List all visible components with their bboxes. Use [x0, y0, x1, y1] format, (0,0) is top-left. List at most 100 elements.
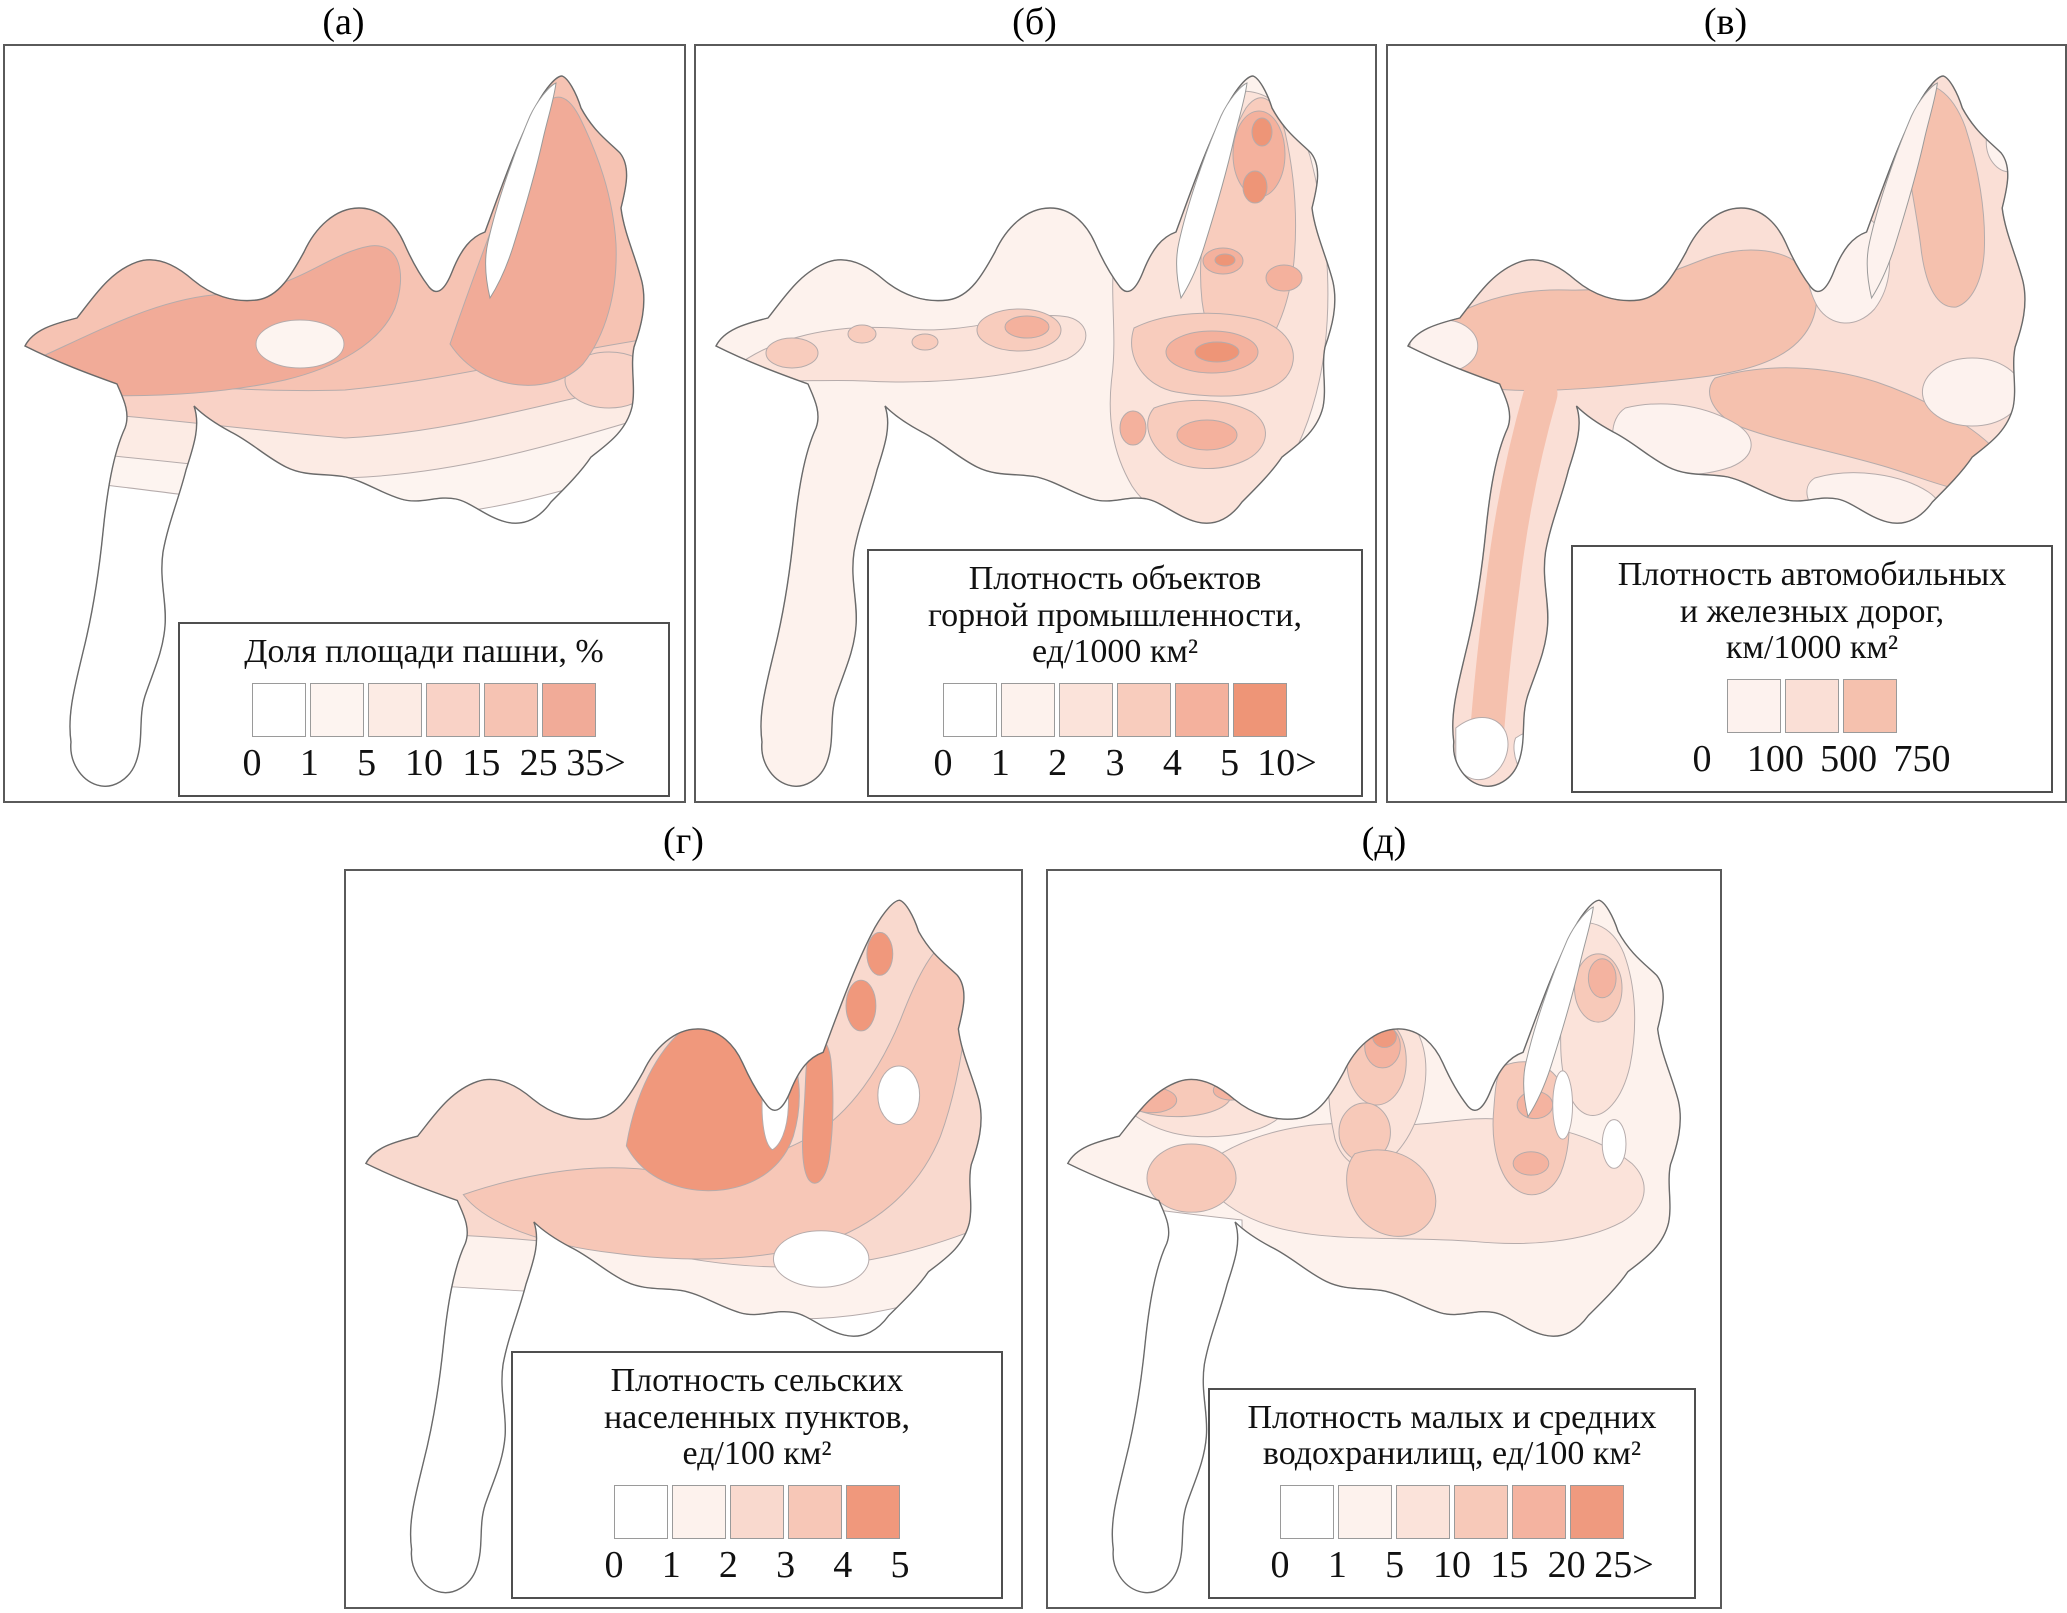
legend-swatch — [310, 683, 364, 737]
legend-swatch — [426, 683, 480, 737]
legend-tick: 0 — [1270, 1544, 1290, 1586]
legend-tick: 1 — [990, 742, 1010, 784]
legend-tick: 4 — [833, 1544, 853, 1586]
panel-reservoirs: (д) — [1046, 813, 1722, 1609]
panel-arable-label: (а) — [322, 1, 365, 43]
legend-swatch — [672, 1485, 726, 1539]
contour-core — [1242, 170, 1268, 204]
legend-swatch — [542, 683, 596, 737]
contour-hole — [877, 1065, 921, 1125]
swatch-row — [943, 683, 1287, 737]
legend-swatch — [614, 1485, 668, 1539]
contour-hole — [1601, 1119, 1627, 1169]
legend-ticks: 0 1 5 10 15 25 35> — [243, 741, 626, 789]
legend-swatch — [1001, 683, 1055, 737]
legend-tick: 5 — [890, 1544, 910, 1586]
contour-patch — [1176, 419, 1238, 451]
contour-core — [1512, 1151, 1550, 1176]
contour-band — [802, 1036, 834, 1184]
legend-tick: 0 — [933, 742, 953, 784]
contour-patch — [847, 324, 877, 344]
settlements-map — [365, 899, 982, 1594]
legend-title: Плотность объектов — [968, 559, 1262, 597]
legend-title: Плотность автомобильных — [1617, 555, 2007, 593]
contour-patch — [765, 337, 819, 369]
legend-mining: Плотность объектов горной промышленности… — [867, 548, 1363, 797]
legend-tick: 750 — [1893, 738, 1951, 780]
legend-swatch — [1843, 679, 1897, 733]
legend-tick: 1 — [299, 742, 319, 784]
legend-title: Доля площади пашни, % — [244, 633, 604, 671]
contour-hole — [1409, 319, 1479, 373]
panel-roads-label: (в) — [1703, 1, 1748, 43]
contour-patch — [866, 931, 894, 976]
contour-patch — [1265, 264, 1303, 292]
contour-core — [1251, 117, 1273, 147]
legend-tick: 0 — [604, 1544, 624, 1586]
contour-hole — [255, 319, 345, 369]
arable-map — [24, 75, 645, 787]
legend-swatch — [846, 1485, 900, 1539]
legend-tick: 5 — [1220, 742, 1240, 784]
tail-foot-pocket — [1513, 729, 1563, 782]
legend-ticks: 0 100 500 750 — [1693, 737, 1951, 785]
legend-tick: 10 — [1433, 1544, 1471, 1586]
legend-tick: 15 — [1490, 1544, 1529, 1586]
legend-title: км/1000 км² — [1725, 629, 1899, 667]
panel-arable: (а) Доля площади пашни, % — [3, 0, 686, 803]
legend-tick: 3 — [1105, 742, 1125, 784]
legend-tick: 500 — [1820, 738, 1878, 780]
panel-roads: (в) Плотность автомобильных — [1386, 0, 2067, 803]
panel-mining: (б) — [694, 0, 1377, 803]
legend-tick: 25> — [1594, 1544, 1654, 1586]
reservoirs-map — [1067, 899, 1681, 1594]
roads-map — [1407, 75, 2026, 787]
lake-wedge — [761, 1027, 789, 1151]
legend-tick: 20 — [1547, 1544, 1586, 1586]
legend-tick: 4 — [1162, 742, 1182, 784]
legend-title: горной промышленности, — [927, 596, 1303, 634]
legend-swatch — [1280, 1485, 1334, 1539]
legend-tick: 5 — [357, 742, 377, 784]
legend-tick: 25 — [519, 742, 558, 784]
contour-patch — [1119, 410, 1147, 446]
legend-swatch — [1396, 1485, 1450, 1539]
legend-tick: 0 — [242, 742, 262, 784]
legend-arable: Доля площади пашни, % 0 1 5 10 15 25 35> — [178, 622, 670, 797]
legend-tick: 1 — [1327, 1544, 1347, 1586]
legend-swatch — [1059, 683, 1113, 737]
contour-patch — [845, 979, 877, 1032]
contour-hole — [772, 1230, 870, 1288]
legend-tick: 2 — [718, 1544, 738, 1586]
contour-patch — [1121, 1073, 1232, 1118]
panel-reservoirs-label: (д) — [1361, 820, 1407, 862]
legend-swatch — [1117, 683, 1171, 737]
legend-swatch — [1570, 1485, 1624, 1539]
legend-title: ед/1000 км² — [1031, 633, 1199, 671]
legend-title: Плотность сельских — [610, 1361, 904, 1399]
contour-core — [1214, 253, 1236, 267]
legend-swatch — [484, 683, 538, 737]
panel-settlements: (г) Плотность сельских населенных пункто… — [344, 813, 1023, 1609]
contour-hole — [1552, 1070, 1574, 1140]
legend-title: и железных дорог, — [1679, 592, 1945, 630]
legend-reservoirs: Плотность малых и средних водохранилищ, … — [1208, 1387, 1696, 1599]
legend-ticks: 0 1 2 3 4 5 10> — [934, 741, 1317, 789]
contour-core — [1194, 341, 1240, 363]
contour-patch — [564, 351, 644, 409]
legend-swatch — [1727, 679, 1781, 733]
legend-ticks: 0 1 5 10 15 20 25> — [1271, 1543, 1654, 1591]
contour-core — [1126, 1086, 1178, 1114]
contour-hole — [1985, 111, 2025, 173]
legend-swatch — [1512, 1485, 1566, 1539]
legend-swatch — [730, 1485, 784, 1539]
swatch-row — [614, 1485, 900, 1539]
legend-tick: 1 — [661, 1544, 681, 1586]
panel-settlements-label: (г) — [663, 820, 704, 862]
legend-swatch — [1454, 1485, 1508, 1539]
swatch-row — [1727, 679, 1897, 733]
legend-tick: 3 — [776, 1544, 796, 1586]
legend-swatch — [1233, 683, 1287, 737]
legend-swatch — [943, 683, 997, 737]
